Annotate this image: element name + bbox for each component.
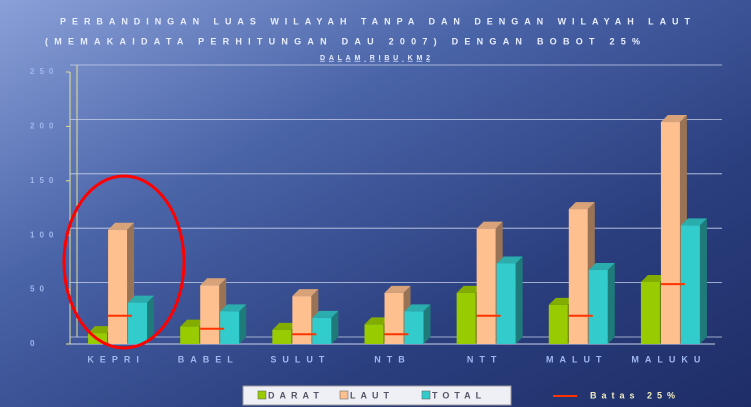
y-tick-label: 0: [30, 339, 39, 348]
bar-front: [404, 311, 424, 344]
highlight-circle: [62, 174, 186, 350]
bar-front: [496, 263, 516, 344]
bar-side: [515, 256, 523, 344]
bar-top: [364, 317, 391, 325]
bar-front: [200, 285, 220, 344]
y-tick-label: 50: [30, 285, 49, 294]
bar-front: [476, 228, 496, 344]
bar-top: [128, 295, 155, 303]
bar-top: [680, 218, 707, 226]
legend-label: DARAT: [268, 390, 324, 400]
legend-swatch: [257, 390, 267, 400]
legend-swatch: [421, 390, 431, 400]
bar-front: [548, 304, 568, 344]
bar: [128, 295, 155, 344]
bar-side: [699, 218, 707, 344]
bar-top: [108, 222, 135, 230]
bar-top: [292, 289, 319, 297]
bar-top: [456, 285, 483, 293]
bar-side: [239, 304, 247, 344]
y-tick-label: 200: [30, 122, 58, 131]
bar: [312, 310, 339, 344]
legend-label: Batas 25%: [590, 390, 680, 400]
chart-subtitle: (MEMAKAIDATA PERHITUNGAN DAU 2007) DENGA…: [45, 36, 640, 46]
bar: [680, 218, 707, 344]
bar-front: [680, 225, 700, 344]
bar-front: [292, 296, 312, 344]
chart-title: PERBANDINGAN LUAS WILAYAH TANPA DAN DENG…: [60, 16, 691, 26]
bar-side: [423, 304, 431, 344]
bar-top: [568, 202, 595, 210]
bar-top: [548, 297, 575, 305]
bar-top: [220, 304, 247, 312]
bar-top: [588, 263, 615, 271]
bar: [588, 263, 615, 344]
bar-front: [312, 317, 332, 344]
bar-top: [312, 310, 339, 318]
bar-top: [476, 221, 503, 229]
x-tick-label: MALUKU: [631, 354, 706, 364]
x-tick-label: SULUT: [270, 354, 330, 364]
x-tick-label: BABEL: [178, 354, 239, 364]
bar-top: [640, 274, 667, 282]
bar-front: [660, 122, 680, 344]
bar-side: [331, 310, 339, 344]
bar-front: [180, 326, 200, 344]
bar-front: [568, 209, 588, 344]
bar-side: [147, 295, 155, 344]
bar-top: [200, 278, 227, 286]
bar-top: [496, 256, 523, 264]
bar-front: [220, 311, 240, 344]
bar-top: [180, 319, 207, 327]
x-tick-label: NTB: [374, 354, 411, 364]
bar-front: [364, 324, 384, 344]
legend-box: [242, 385, 512, 406]
bar-top: [660, 115, 687, 123]
legend-label: TOTAL: [432, 390, 486, 400]
bar-front: [272, 329, 292, 344]
bar-top: [404, 304, 431, 312]
bar-front: [640, 281, 660, 344]
bar-front: [384, 292, 404, 344]
bar-top: [384, 285, 411, 293]
bar: [404, 304, 431, 344]
y-tick-label: 250: [30, 67, 58, 76]
bar-side: [607, 263, 615, 344]
bar-front: [128, 302, 148, 344]
bar: [496, 256, 523, 344]
bar: [220, 304, 247, 344]
y-tick-label: 100: [30, 230, 58, 239]
x-tick-label: KEPRI: [87, 354, 145, 364]
bar-top: [88, 326, 115, 334]
bar-front: [108, 229, 128, 344]
x-tick-label: MALUT: [546, 354, 608, 364]
x-tick-label: NTT: [467, 354, 503, 364]
y-tick-label: 150: [30, 176, 58, 185]
bar-front: [588, 270, 608, 344]
legend-swatch: [339, 390, 349, 400]
bar-top: [272, 322, 299, 330]
bar-front: [456, 292, 476, 344]
legend-label: LAUT: [350, 390, 394, 400]
